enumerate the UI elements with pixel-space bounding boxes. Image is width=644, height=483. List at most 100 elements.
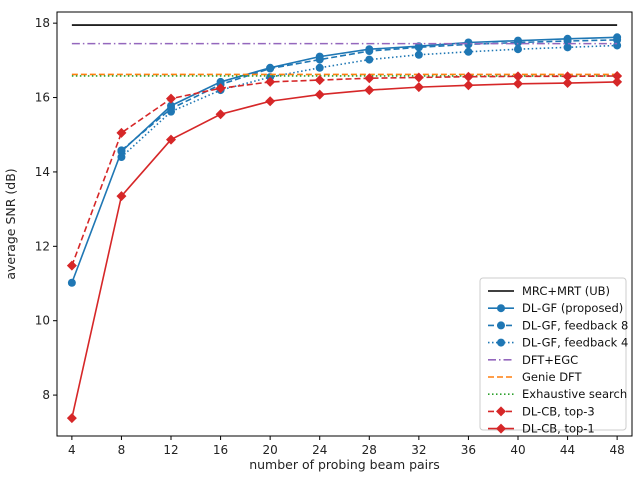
data-point	[563, 43, 572, 52]
data-point	[166, 134, 177, 145]
data-point	[512, 71, 523, 82]
data-point	[116, 191, 127, 202]
data-point	[612, 70, 623, 81]
data-point	[67, 278, 76, 287]
legend-marker	[497, 338, 505, 347]
y-tick-label: 12	[35, 239, 50, 253]
data-point	[314, 89, 325, 100]
data-point	[562, 78, 573, 89]
y-tick-label: 8	[42, 388, 50, 402]
data-point	[266, 64, 275, 73]
plot-frame	[56, 11, 633, 437]
x-tick-label: 4	[68, 443, 76, 457]
data-point	[166, 93, 177, 104]
data-point	[215, 83, 226, 94]
x-tick-label: 48	[609, 443, 624, 457]
y-tick-label: 18	[35, 16, 50, 30]
data-point	[66, 260, 77, 271]
legend-label: DL-CB, top-3	[522, 404, 595, 418]
data-point	[66, 413, 77, 424]
legend-entry: DL-GF, feedback 8	[488, 318, 628, 332]
x-tick-label: 16	[213, 443, 228, 457]
data-point	[513, 38, 522, 47]
x-tick-label: 8	[118, 443, 126, 457]
data-point	[512, 78, 523, 89]
legend-marker	[497, 304, 505, 313]
x-axis-label: number of probing beam pairs	[249, 457, 440, 472]
legend-label: DL-CB, top-1	[522, 422, 595, 436]
legend-entry: DL-GF, feedback 4	[488, 336, 628, 350]
legend-entry: Genie DFT	[488, 370, 582, 384]
data-point	[315, 55, 324, 64]
legend-entry: DL-CB, top-1	[488, 422, 595, 436]
x-tick-label: 44	[560, 443, 575, 457]
legend-label: DL-GF (proposed)	[522, 301, 623, 315]
legend-label: DL-GF, feedback 8	[522, 318, 628, 332]
legend-marker	[496, 423, 506, 434]
data-point	[513, 45, 522, 54]
legend-label: Genie DFT	[522, 370, 582, 384]
x-tick-label: 12	[163, 443, 178, 457]
series-line	[71, 81, 618, 419]
data-point	[117, 153, 126, 162]
data-point	[215, 109, 226, 120]
legend-entry: DL-CB, top-3	[488, 404, 595, 418]
series-line	[71, 75, 618, 266]
data-point	[364, 85, 375, 96]
data-point	[265, 96, 276, 107]
data-point	[413, 72, 424, 83]
x-tick-label: 28	[362, 443, 377, 457]
series-line	[71, 36, 618, 284]
legend-marker	[496, 406, 506, 417]
y-tick-label: 10	[35, 314, 50, 328]
data-point	[613, 41, 622, 50]
data-point	[364, 73, 375, 84]
legend-label: Exhaustive search	[522, 387, 627, 401]
data-point	[413, 82, 424, 93]
x-tick-label: 36	[461, 443, 476, 457]
legend: MRC+MRT (UB) DL-GF (proposed) DL-GF, feedb…	[479, 277, 628, 436]
data-point	[116, 127, 127, 138]
data-point	[315, 63, 324, 72]
y-axis-label: average SNR (dB)	[3, 168, 18, 279]
data-point	[463, 71, 474, 82]
series-dl-gf-proposed	[67, 33, 622, 287]
legend-entry: MRC+MRT (UB)	[488, 284, 610, 298]
data-point	[414, 50, 423, 59]
legend-marker	[497, 321, 505, 330]
data-point	[167, 107, 176, 116]
legend-label: DFT+EGC	[522, 353, 578, 367]
data-point	[414, 43, 423, 52]
data-point	[562, 71, 573, 82]
data-point	[365, 55, 374, 64]
legend-entry: DFT+EGC	[488, 353, 578, 367]
series-dl-cb-top-3	[66, 70, 623, 271]
x-tick-label: 20	[263, 443, 278, 457]
data-point	[464, 47, 473, 56]
legend-label: DL-GF, feedback 4	[522, 336, 628, 350]
y-tick-label: 16	[35, 91, 50, 105]
x-tick-label: 32	[411, 443, 426, 457]
legend-entries: MRC+MRT (UB) DL-GF (proposed) DL-GF, feedb…	[488, 284, 628, 436]
data-point	[463, 80, 474, 91]
x-axis: 4 8 12 16 20 24 28 32 36 40 44 48	[68, 436, 625, 457]
x-tick-label: 24	[312, 443, 327, 457]
series-dl-cb-top-1	[66, 76, 623, 424]
legend-entry: Exhaustive search	[488, 387, 627, 401]
data-point	[464, 40, 473, 49]
data-point	[265, 76, 276, 87]
x-tick-label: 40	[510, 443, 525, 457]
legend-box	[479, 277, 627, 431]
legend-entry: DL-GF (proposed)	[488, 301, 623, 315]
data-point	[613, 35, 622, 44]
data-point	[365, 47, 374, 56]
legend-label: MRC+MRT (UB)	[522, 284, 610, 298]
data-point	[314, 75, 325, 86]
data-point	[117, 146, 126, 155]
data-point	[612, 76, 623, 87]
y-tick-label: 14	[35, 165, 50, 179]
series-dl-gf-feedback-4	[117, 41, 622, 162]
series-layer	[66, 24, 623, 424]
y-axis: 8 10 12 14 16 18	[35, 16, 57, 402]
